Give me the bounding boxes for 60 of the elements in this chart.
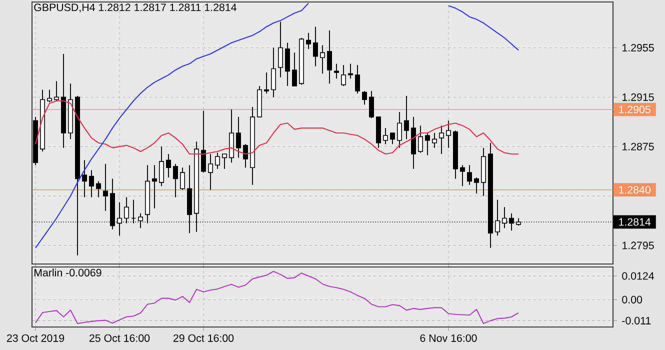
y-tick-label: 1.2795 (622, 242, 654, 250)
candlestick (438, 125, 444, 154)
y-tick-label: 0.00 (622, 296, 642, 304)
candlestick (348, 63, 353, 80)
candlestick (404, 95, 409, 140)
candlestick (215, 152, 220, 170)
candlestick (173, 163, 178, 198)
candlestick (236, 116, 242, 158)
candlestick (208, 154, 214, 190)
y-tick-label: -0.011 (622, 316, 651, 324)
candlestick (166, 154, 172, 178)
candlestick (285, 42, 290, 87)
candlestick (368, 90, 374, 119)
candlestick (320, 44, 325, 74)
y-tick-label: 1.2915 (622, 93, 654, 101)
candlestick (432, 132, 437, 148)
candlestick (278, 21, 283, 78)
candlestick (334, 63, 339, 80)
chart-title: GBPUSD,H4 1.2812 1.2817 1.2811 1.2814 (34, 4, 236, 12)
candlestick (418, 125, 423, 154)
y-tick-label: 1.2955 (622, 44, 654, 52)
y-tick-label: 1.2875 (622, 142, 654, 150)
candlestick (306, 32, 311, 50)
candlestick (180, 167, 186, 190)
candlestick (466, 164, 472, 186)
candlestick (446, 120, 451, 148)
candlestick (222, 154, 228, 170)
candlestick (89, 170, 94, 198)
candlestick (292, 52, 297, 87)
candlestick (341, 64, 346, 87)
candlestick (243, 144, 248, 168)
candlestick (390, 132, 395, 145)
candlestick (313, 26, 318, 67)
candlestick (159, 146, 164, 187)
candlestick (82, 160, 88, 198)
candlestick (354, 64, 360, 94)
candlestick (264, 72, 269, 94)
candlestick (201, 110, 206, 174)
candlestick (103, 163, 108, 212)
candlestick (424, 132, 430, 156)
candlestick (271, 47, 276, 98)
candlestick (96, 180, 102, 198)
x-tick-label: 25 Oct 16:00 (90, 334, 150, 342)
x-tick-label: 29 Oct 16:00 (174, 334, 234, 342)
x-tick-label: 6 Nov 16:00 (420, 334, 477, 342)
candlestick (474, 177, 479, 194)
candlestick (152, 164, 158, 209)
ref-line-label: 1.2840 (619, 186, 650, 194)
candlestick (54, 80, 60, 102)
candlestick (327, 30, 332, 84)
ref-line-label: 1.2905 (619, 106, 650, 114)
candlestick (460, 164, 465, 187)
candlestick (47, 89, 52, 103)
ref-line-label: 1.2814 (619, 218, 651, 226)
chart-title: Marlin -0.0069 (34, 268, 102, 276)
candlestick (382, 128, 388, 145)
x-tick-label: 23 Oct 2019 (7, 334, 64, 342)
candlestick (362, 90, 367, 106)
candlestick (396, 112, 402, 148)
y-tick-label: 0.0124 (622, 272, 654, 280)
